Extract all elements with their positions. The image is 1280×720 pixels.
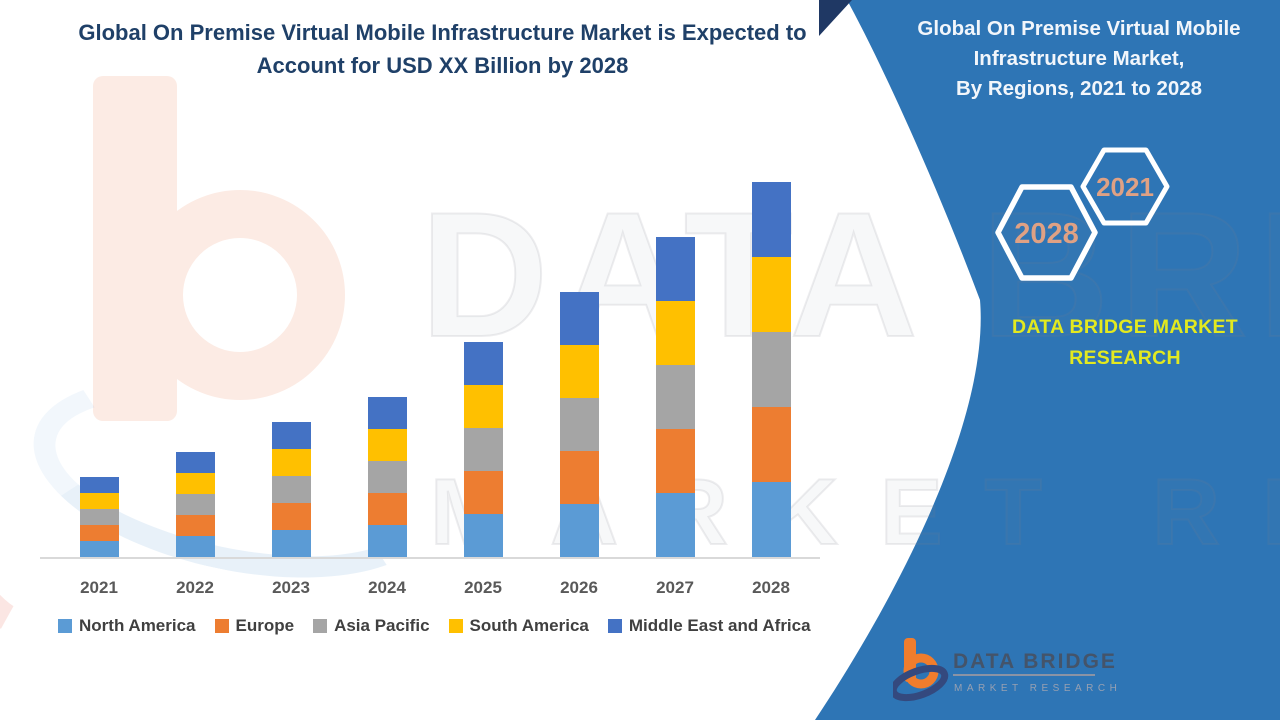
bar-segment-europe xyxy=(271,503,311,530)
bar-segment-north-america xyxy=(463,514,503,557)
side-panel-title-line2: Infrastructure Market, xyxy=(973,47,1185,70)
footer-logo-sub: MARKET RESEARCH xyxy=(954,683,1121,694)
hexagon-2021: 2021 xyxy=(1080,147,1170,226)
bar-segment-north-america xyxy=(367,525,407,557)
bar-segment-asia-pacific xyxy=(367,461,407,493)
legend-swatch-icon xyxy=(214,619,229,633)
bar-segment-asia-pacific xyxy=(463,428,503,471)
legend-label: Middle East and Africa xyxy=(628,616,811,635)
bar-segment-north-america xyxy=(559,504,599,557)
bar-segment-middle-east-and-africa xyxy=(175,452,215,473)
legend-label: Asia Pacific xyxy=(334,616,430,635)
legend-swatch-icon xyxy=(313,619,328,633)
legend-label: South America xyxy=(469,616,589,635)
bar-segment-europe xyxy=(559,451,599,504)
bar-segment-europe xyxy=(367,493,407,525)
brand-name-text: DATA BRIDGE MARKET RESEARCH xyxy=(975,312,1275,374)
chart-title: Global On Premise Virtual Mobile Infrast… xyxy=(35,16,850,82)
legend-item: North America xyxy=(58,616,196,636)
footer-logo: DATA BRIDGE MARKET RESEARCH xyxy=(893,638,1121,702)
bar-segment-south-america xyxy=(175,473,215,494)
legend-item: Asia Pacific xyxy=(313,616,430,636)
x-axis-label: 2023 xyxy=(272,578,310,597)
bar-segment-europe xyxy=(175,515,215,536)
bar-segment-middle-east-and-africa xyxy=(463,342,503,385)
brand-name-line2: RESEARCH xyxy=(1069,347,1181,369)
bar-segment-south-america xyxy=(463,385,503,428)
hexagon-2028-outline xyxy=(995,184,1098,281)
hexagon-2028-label: 2028 xyxy=(1014,218,1079,250)
legend-swatch-icon xyxy=(448,619,463,633)
bar-segment-asia-pacific xyxy=(79,509,119,525)
x-axis-label: 2024 xyxy=(368,578,406,597)
bar-segment-north-america xyxy=(271,530,311,557)
bar-segment-north-america xyxy=(175,536,215,557)
bar-segment-middle-east-and-africa xyxy=(367,397,407,429)
side-panel-title-line1: Global On Premise Virtual Mobile xyxy=(917,17,1241,40)
side-panel-accent-wedge xyxy=(819,0,852,36)
bar-segment-asia-pacific xyxy=(655,365,695,429)
bar-segment-europe xyxy=(79,525,119,541)
footer-logo-name: DATA BRIDGE xyxy=(953,650,1117,673)
bar-segment-asia-pacific xyxy=(751,332,791,407)
legend-swatch-icon xyxy=(58,619,72,633)
bar-segment-middle-east-and-africa xyxy=(559,292,599,345)
legend-label: North America xyxy=(79,616,196,635)
footer-logo-b-icon xyxy=(893,638,949,702)
bar-segment-middle-east-and-africa xyxy=(655,237,695,301)
bar-segment-south-america xyxy=(559,345,599,398)
side-panel-title-line3: By Regions, 2021 to 2028 xyxy=(955,77,1203,100)
bar-segment-south-america xyxy=(79,493,119,509)
brand-name-line1: DATA BRIDGE MARKET xyxy=(1011,316,1239,338)
legend-item: South America xyxy=(448,616,589,636)
bar-segment-north-america xyxy=(79,541,119,557)
bar-segment-south-america xyxy=(751,257,791,332)
x-axis-label: 2027 xyxy=(656,578,694,597)
bar-segment-middle-east-and-africa xyxy=(79,477,119,493)
x-axis-label: 2026 xyxy=(560,578,598,597)
bar-segment-north-america xyxy=(655,493,695,557)
legend-item: Europe xyxy=(214,616,295,636)
bar-segment-middle-east-and-africa xyxy=(751,182,791,257)
side-panel-title: Global On Premise Virtual Mobile Infrast… xyxy=(900,14,1258,104)
bar-segment-north-america xyxy=(751,482,791,557)
year-hexagons: 2028 2021 xyxy=(995,147,1170,281)
bar-segment-europe xyxy=(655,429,695,493)
bar-segment-asia-pacific xyxy=(271,476,311,503)
x-axis-line xyxy=(40,557,820,559)
chart-legend: North America Europe Asia Pacific South Ame… xyxy=(58,616,848,636)
bar-segment-middle-east-and-africa xyxy=(271,422,311,449)
hexagon-2028: 2028 xyxy=(995,184,1098,281)
hexagon-2021-outline xyxy=(1080,147,1170,226)
x-axis-label: 2021 xyxy=(80,578,118,597)
bar-segment-asia-pacific xyxy=(559,398,599,451)
hexagon-2021-label: 2021 xyxy=(1096,172,1154,202)
x-axis-label: 2022 xyxy=(176,578,214,597)
legend-label: Europe xyxy=(235,616,295,635)
chart-title-line1: Global On Premise Virtual Mobile Infrast… xyxy=(78,20,807,45)
bar-plot-area xyxy=(40,170,840,557)
x-axis-labels: 2021 2022 2023 2024 2025 2026 2027 2028 xyxy=(40,578,840,600)
bar-segment-south-america xyxy=(271,449,311,476)
bar-segment-south-america xyxy=(367,429,407,461)
bar-segment-asia-pacific xyxy=(175,494,215,515)
footer-logo-divider xyxy=(953,674,1095,676)
chart-title-line2: Account for USD XX Billion by 2028 xyxy=(256,53,629,78)
bar-segment-south-america xyxy=(655,301,695,365)
legend-item: Middle East and Africa xyxy=(607,616,811,636)
legend-swatch-icon xyxy=(607,619,622,633)
bar-segment-europe xyxy=(463,471,503,514)
x-axis-label: 2025 xyxy=(464,578,502,597)
bar-segment-europe xyxy=(751,407,791,482)
x-axis-label: 2028 xyxy=(752,578,790,597)
